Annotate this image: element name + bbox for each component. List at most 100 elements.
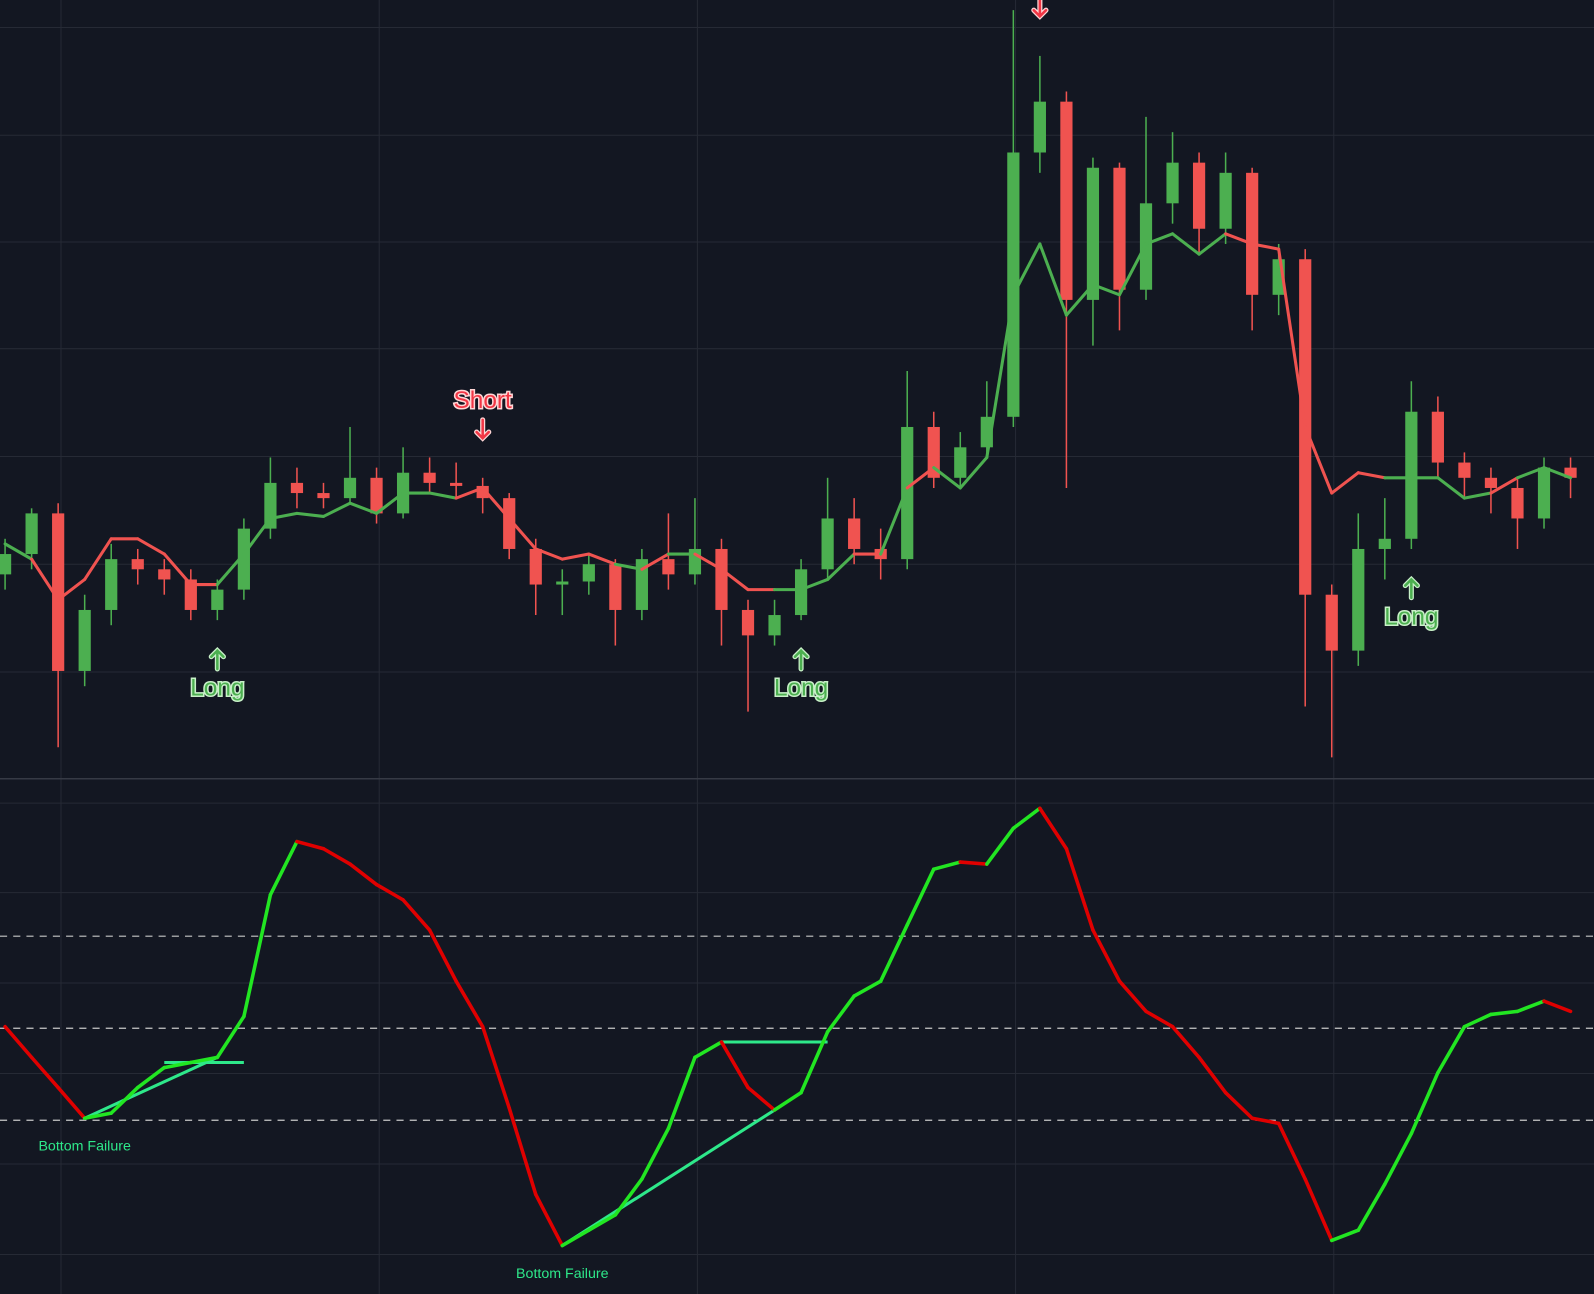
ma-segment: [1224, 232, 1254, 246]
oscillator-segment: [878, 923, 909, 983]
oscillator-segment: [1170, 1024, 1201, 1060]
ma-segment: [1330, 471, 1360, 495]
candle-body: [1511, 487, 1524, 519]
ma-segment: [162, 552, 193, 587]
oscillator-segment: [295, 839, 326, 851]
oscillator-segment: [1542, 999, 1573, 1014]
ma-segment: [1489, 476, 1520, 495]
candle-body: [609, 564, 622, 610]
candle-body: [741, 609, 755, 636]
oscillator-segment: [1250, 1116, 1281, 1126]
ma-segment: [1064, 283, 1095, 317]
signal-label: Short: [454, 387, 512, 414]
oscillator-segment: [1011, 806, 1042, 831]
candle-body: [131, 559, 144, 570]
oscillator-segment: [162, 1060, 193, 1070]
signal-label: Long: [190, 675, 244, 702]
oscillator-segment: [454, 979, 485, 1029]
oscillator-segment: [1515, 999, 1546, 1014]
signal-label: Long: [1384, 604, 1438, 631]
ma-segment: [932, 466, 962, 490]
oscillator-segment: [1117, 979, 1148, 1014]
ma-segment: [693, 552, 724, 571]
candle-body: [184, 579, 197, 610]
oscillator-segment: [427, 928, 458, 983]
ma-segment: [83, 537, 113, 581]
ma-segment: [534, 547, 564, 561]
failure-trend-line: [561, 1108, 776, 1247]
signal-arrow: [1032, 0, 1048, 19]
ma-segment: [268, 511, 299, 520]
failure-label: Bottom Failure: [38, 1138, 131, 1154]
ma-segment: [985, 293, 1015, 459]
candle-body: [503, 498, 516, 549]
oscillator-segment: [1038, 806, 1069, 851]
oscillator-segment: [985, 826, 1016, 866]
ma-segment: [826, 552, 856, 581]
candle-body: [237, 528, 250, 590]
candle-body: [78, 609, 91, 671]
ma-segment: [1171, 232, 1201, 256]
candle-body: [1192, 162, 1206, 229]
ma-segment: [958, 455, 989, 490]
ma-segment: [3, 542, 34, 561]
candle-body: [821, 518, 834, 570]
candle-body: [794, 569, 808, 616]
ma-segment: [1091, 283, 1122, 297]
candle-body: [1431, 411, 1444, 463]
candle-body: [901, 426, 914, 560]
oscillator-segment: [109, 1085, 140, 1115]
ma-segment: [799, 577, 830, 592]
oscillator-segment: [321, 846, 352, 866]
candle-body: [1484, 477, 1498, 488]
candle-body: [450, 482, 463, 486]
oscillator-segment: [401, 898, 432, 932]
oscillator-segment: [1091, 928, 1122, 983]
oscillator-segment: [507, 1106, 538, 1197]
candle-body: [582, 564, 595, 582]
oscillator-segment: [613, 1177, 644, 1217]
ma-segment: [1436, 476, 1466, 500]
candle-body: [1033, 101, 1046, 153]
oscillator-segment: [746, 1085, 777, 1112]
oscillator-segment: [1303, 1177, 1334, 1243]
oscillator-segment: [3, 1024, 34, 1060]
signal-arrow: [209, 648, 225, 671]
candle-body: [105, 559, 118, 610]
candle-body: [1537, 467, 1551, 519]
candle-body: [556, 581, 569, 585]
candle-body: [1166, 162, 1179, 204]
signal-label: Long: [774, 675, 828, 702]
candle-body: [0, 554, 12, 575]
candle-body: [1458, 462, 1471, 478]
ma-segment: [1277, 247, 1307, 429]
candle-body: [343, 477, 357, 499]
ma-segment: [1038, 242, 1068, 317]
candle-body: [1246, 172, 1259, 295]
oscillator-segment: [1223, 1090, 1254, 1121]
candle-body: [1060, 101, 1073, 300]
candle-body: [1378, 538, 1391, 549]
candle-body: [1564, 467, 1577, 478]
ma-segment: [587, 552, 617, 566]
candle-body: [927, 426, 940, 478]
ma-segment: [428, 491, 458, 500]
ma-segment: [905, 466, 936, 490]
signal-arrow: [793, 648, 809, 671]
oscillator-segment: [640, 1126, 671, 1181]
oscillator-segment: [693, 1040, 724, 1060]
ma-segment: [1011, 242, 1042, 297]
ma-segment: [640, 552, 670, 571]
ma-segment: [56, 577, 87, 602]
oscillator-segment: [958, 860, 989, 866]
oscillator-segment: [480, 1024, 511, 1110]
signal-arrow: [1403, 577, 1419, 600]
ma-segment: [1356, 471, 1387, 480]
ma-segment: [1303, 425, 1334, 495]
ma-segment: [507, 516, 538, 551]
oscillator-segment: [1144, 1009, 1175, 1029]
oscillator-segment: [1409, 1070, 1440, 1136]
oscillator-segment: [1383, 1131, 1414, 1186]
candle-body: [290, 482, 304, 494]
